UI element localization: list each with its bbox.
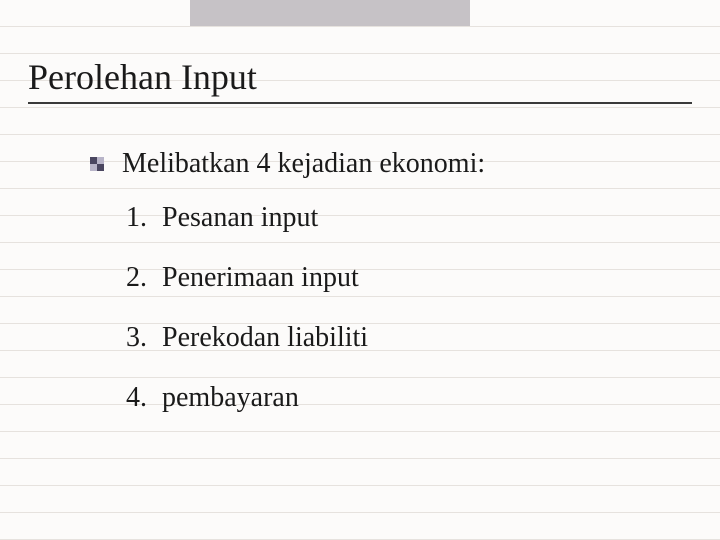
list-item: 4. pembayaran [126, 382, 720, 414]
item-number: 4. [126, 382, 162, 414]
item-text: Pesanan input [162, 202, 318, 234]
item-text: Perekodan liabiliti [162, 322, 368, 354]
item-number: 2. [126, 262, 162, 294]
item-number: 1. [126, 202, 162, 234]
title-container: Perolehan Input [28, 56, 692, 104]
slide-title: Perolehan Input [28, 56, 692, 98]
lead-row: Melibatkan 4 kejadian ekonomi: [90, 148, 720, 180]
list-item: 2. Penerimaan input [126, 262, 720, 294]
item-text: Penerimaan input [162, 262, 359, 294]
lead-text: Melibatkan 4 kejadian ekonomi: [122, 148, 485, 180]
numbered-list: 1. Pesanan input 2. Penerimaan input 3. … [126, 202, 720, 414]
list-item: 1. Pesanan input [126, 202, 720, 234]
diamond-bullet-icon [90, 157, 104, 171]
list-item: 3. Perekodan liabiliti [126, 322, 720, 354]
slide-content: Perolehan Input Melibatkan 4 kejadian ek… [0, 0, 720, 414]
item-text: pembayaran [162, 382, 299, 414]
item-number: 3. [126, 322, 162, 354]
